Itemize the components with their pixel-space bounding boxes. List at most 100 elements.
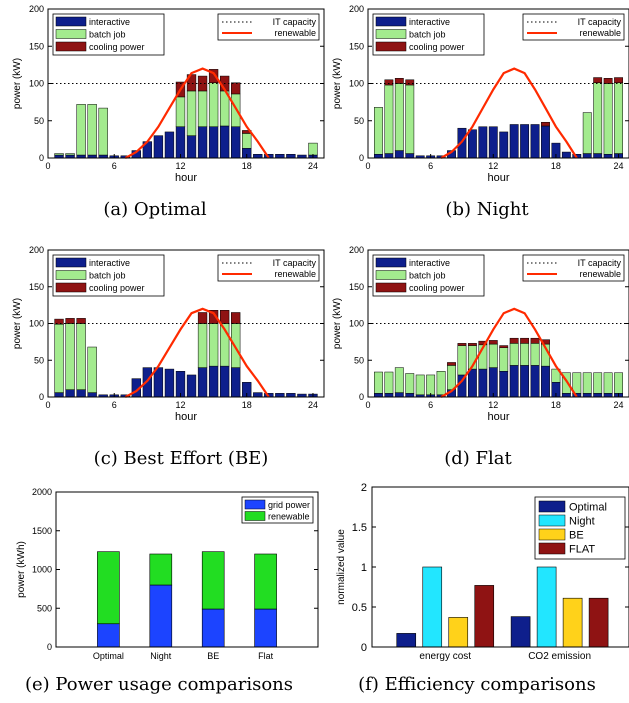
- caption-e: (e) Power usage comparisons: [25, 674, 293, 695]
- bar-interactive-h12: [488, 126, 498, 159]
- bar-interactive-h15: [208, 126, 219, 159]
- bar-optimal-energy-cost: [396, 633, 417, 648]
- legend-swatch: [55, 270, 87, 280]
- y-tick-label: 150: [29, 41, 44, 51]
- legend-label: cooling power: [409, 42, 465, 52]
- bar-optimal-co2-emission: [510, 616, 531, 648]
- bar-interactive-h2: [384, 393, 394, 398]
- legend-swatch: [55, 257, 87, 268]
- y-tick-label: 0.5: [352, 602, 367, 614]
- x-tick-label: Flat: [258, 651, 274, 661]
- bar-interactive-h21: [275, 154, 285, 159]
- renewable-line: [440, 67, 578, 159]
- bar-interactive-h1: [54, 392, 64, 398]
- legend-swatch: [375, 257, 407, 268]
- bar-batch-job-h24: [614, 372, 623, 394]
- bar-batch-job-h21: [582, 372, 592, 394]
- legend-box-right: [522, 254, 625, 282]
- legend-label: FLAT: [569, 544, 595, 556]
- legend-swatch: [375, 282, 407, 293]
- y-tick-label: 0: [39, 153, 44, 163]
- x-tick-label: 6: [428, 400, 433, 410]
- bar-batch-job-h13: [186, 90, 197, 136]
- bar-interactive-h13: [499, 131, 509, 159]
- x-tick-label: Night: [150, 651, 172, 661]
- y-tick-label: 2: [361, 482, 367, 494]
- bar-batch-job-h2: [384, 371, 394, 394]
- bar-batch-job-h23: [603, 83, 613, 155]
- renewable-line: [124, 307, 270, 398]
- bar-interactive-h12: [488, 367, 498, 398]
- bar-batch-job-h22: [593, 82, 603, 154]
- y-tick-label: 0: [359, 392, 364, 402]
- bar-interactive-h4: [405, 393, 415, 398]
- bar-interactive-h22: [593, 393, 603, 398]
- bar-batch-job-h4: [87, 104, 97, 156]
- legend-label: batch job: [409, 271, 446, 281]
- x-tick-label: 12: [488, 161, 498, 171]
- bar-batch-job-h4: [405, 373, 415, 394]
- bar-interactive-h22: [286, 393, 296, 398]
- x-tick-label: 12: [488, 400, 498, 410]
- y-tick-label: 0: [361, 642, 367, 654]
- bar-cooling-power-h14: [197, 312, 208, 324]
- bar-batch-job-h3: [76, 323, 86, 390]
- bar-interactive-h19: [561, 151, 571, 159]
- bar-batch-job-h15: [520, 343, 530, 366]
- bar-interactive-h22: [286, 154, 296, 159]
- bar-grid-power-be: [201, 608, 225, 648]
- legend-box-right: [217, 254, 320, 282]
- bar-interactive-h11: [164, 131, 175, 159]
- bar-cooling-power-h17: [231, 312, 241, 324]
- bar-cooling-power-h2: [384, 79, 394, 86]
- x-tick-label: 18: [242, 161, 252, 171]
- legend-label: BE: [569, 530, 584, 542]
- panel-b: 0 50 100 150 200 0 6 12 18 24 hour power (kW) intera…: [332, 4, 629, 184]
- bar-grid-power-optimal: [97, 623, 120, 648]
- y-axis-label: normalized value: [336, 529, 347, 605]
- x-tick-label: energy cost: [419, 651, 471, 662]
- bar-interactive-h16: [219, 125, 230, 159]
- bar-batch-job-h5: [98, 107, 108, 156]
- caption-c: (c) Best Effort (BE): [94, 448, 269, 469]
- bar-batch-job-h14: [197, 90, 208, 127]
- bar-batch-job-h20: [572, 372, 582, 394]
- legend-box-right: [522, 13, 625, 41]
- bar-batch-job-h15: [208, 323, 219, 367]
- legend-label: IT capacity: [578, 17, 622, 27]
- x-axis-label: hour: [487, 411, 509, 423]
- bar-interactive-h11: [478, 126, 488, 159]
- bar-interactive-h22: [593, 153, 603, 159]
- legend-label: interactive: [409, 17, 450, 27]
- bar-batch-job-h8: [447, 365, 456, 390]
- bar-interactive-h4: [87, 392, 97, 398]
- x-tick-label: 18: [551, 400, 561, 410]
- bar-interactive-h16: [219, 365, 230, 398]
- bar-batch-job-h14: [197, 323, 208, 368]
- legend-swatch: [55, 16, 87, 27]
- legend-box-right: [217, 13, 320, 41]
- x-axis-label: hour: [175, 411, 197, 423]
- bar-cooling-power-h10: [467, 343, 477, 346]
- bar-batch-job-h3: [76, 104, 86, 156]
- bar-interactive-h21: [275, 393, 285, 398]
- panel-d: 0 50 100 150 200 0 6 12 18 24 hour power (kW) intera…: [332, 245, 629, 423]
- y-tick-label: 0: [39, 392, 44, 402]
- renewable-line: [124, 67, 270, 159]
- y-axis-label: power (kW): [332, 58, 343, 109]
- legend-label: Optimal: [569, 502, 607, 514]
- y-tick-label: 1500: [32, 526, 52, 536]
- x-tick-label: 24: [614, 161, 624, 171]
- legend-label: grid power: [268, 500, 310, 510]
- x-tick-label: 24: [308, 161, 318, 171]
- bar-cooling-power-h3: [76, 318, 86, 324]
- legend-swatch: [538, 528, 566, 541]
- legend-swatch: [244, 511, 266, 521]
- bar-interactive-h14: [509, 124, 519, 159]
- bar-batch-job-h18: [551, 368, 561, 383]
- bar-cooling-power-h22: [593, 77, 603, 84]
- bar-interactive-h17: [541, 125, 550, 159]
- legend-label: batch job: [89, 30, 126, 40]
- bar-batch-job-h1: [374, 107, 383, 155]
- panel-f: energy cost CO2 emission 0 0.5 1 1.5 2 normaliz…: [336, 482, 629, 662]
